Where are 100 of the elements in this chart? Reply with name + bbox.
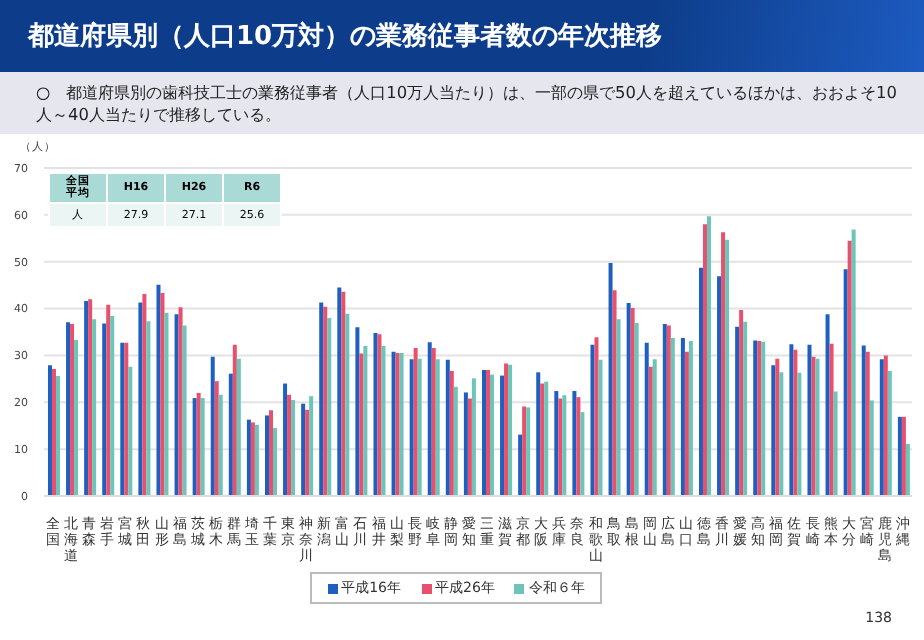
bar [345,313,350,496]
bar [500,375,505,496]
bar [196,392,201,496]
bar [572,391,577,496]
bar [55,376,60,496]
bar [417,358,422,496]
bar [721,232,726,496]
bar [283,383,288,496]
bar [268,410,273,496]
bar [771,365,776,496]
bar [518,434,523,496]
bar [449,370,454,496]
bar [626,302,631,496]
bar [301,403,306,496]
bar [797,372,802,496]
bar [779,372,784,496]
bar [851,229,856,496]
bar [861,345,866,496]
bar [182,325,187,496]
bar [74,339,79,496]
bar [608,263,613,496]
bar [905,443,910,496]
bar [305,409,310,496]
bar [471,378,476,496]
bar [735,326,740,496]
bar [232,344,237,496]
bar [648,366,653,496]
bar [554,391,559,496]
bar [228,373,233,496]
bar [887,370,892,496]
bar [156,284,161,496]
bar [453,386,458,496]
bar [576,397,581,496]
chart-subtitle: ○ 都道府県別の歯科技工士の業務従事者（人口10万人当たり）は、一部の県で50人を超えているほかは、おおよそ10人～40人当たりで推移している。 [0,72,924,134]
bar [702,224,707,496]
bar [327,317,332,496]
bar [634,323,639,496]
bar [775,358,780,496]
bar [363,346,368,496]
bar [291,399,296,496]
bar [590,344,595,496]
bar [409,359,414,496]
bar [843,269,848,496]
bar [106,304,111,496]
bar [381,346,386,496]
bar [644,342,649,496]
bar [467,398,472,496]
bar [214,381,219,496]
bar [630,308,635,496]
bar [847,240,852,496]
bar [670,338,675,496]
bar [142,294,147,496]
bar [829,343,834,496]
bar [110,316,115,496]
bar [47,365,52,496]
bar [706,216,711,496]
bar [489,374,494,496]
bar [789,344,794,496]
bar [445,359,450,496]
bar [612,290,617,496]
bar [598,359,603,496]
bar [210,356,215,496]
bar [138,302,143,496]
bar [431,347,436,496]
bar [427,342,432,496]
bar [481,369,486,496]
bar [102,323,107,496]
bar [725,239,730,496]
bar [688,340,693,496]
bar [825,314,830,496]
bar [146,321,151,496]
bar [680,338,685,496]
bar [92,319,97,496]
bar [698,267,703,496]
bar [287,394,292,496]
bar [743,321,748,496]
bar [869,400,874,496]
bar [164,312,169,496]
bar [309,396,314,496]
bar [200,398,205,496]
bar [272,428,277,496]
bar [218,394,223,496]
bar [128,366,133,496]
bar [807,344,812,496]
bar [192,398,197,496]
bar [594,337,599,496]
bar [652,359,657,496]
bar [717,276,722,496]
bar [178,307,183,496]
bar [355,327,360,496]
bar [684,351,689,496]
bar [536,372,541,496]
bar [236,358,241,496]
bar [739,309,744,496]
bar [833,391,838,496]
bar [160,293,165,496]
bar [616,319,621,496]
bar [463,392,468,496]
bar [174,314,179,496]
bar [413,347,418,496]
